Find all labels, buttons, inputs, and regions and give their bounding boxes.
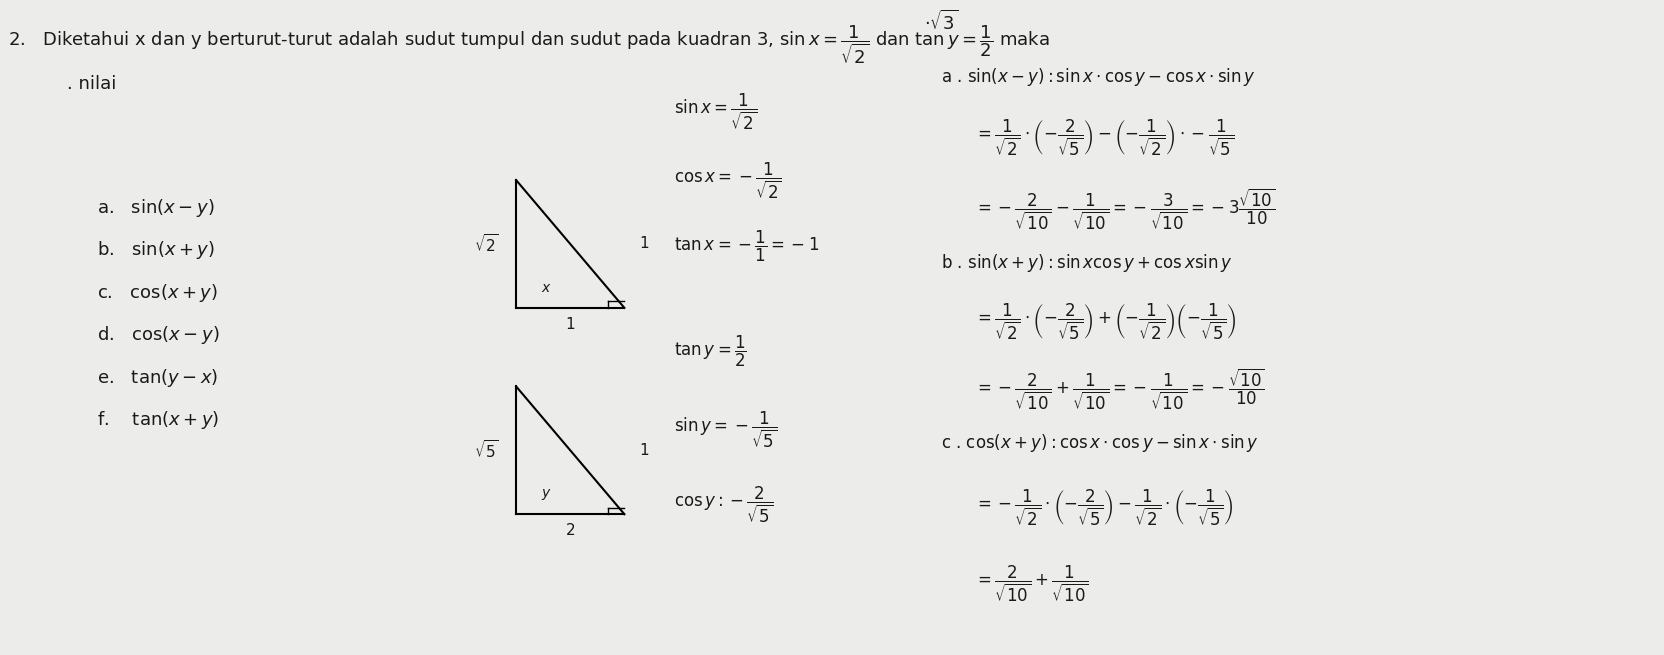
Text: $\tan y = \dfrac{1}{2}$: $\tan y = \dfrac{1}{2}$ <box>674 334 747 369</box>
Text: $y$: $y$ <box>541 487 551 502</box>
Text: $\cos y : - \dfrac{2}{\sqrt{5}}$: $\cos y : - \dfrac{2}{\sqrt{5}}$ <box>674 485 774 525</box>
Text: 2: 2 <box>566 523 574 538</box>
Text: e.   $\tan(y - x)$: e. $\tan(y - x)$ <box>97 367 218 389</box>
Text: . nilai: . nilai <box>67 75 116 93</box>
Text: b.   $\sin(x + y)$: b. $\sin(x + y)$ <box>97 239 215 261</box>
Text: f.    $\tan(x + y)$: f. $\tan(x + y)$ <box>97 409 218 432</box>
Text: $= \dfrac{1}{\sqrt{2}} \cdot \left(-\dfrac{2}{\sqrt{5}}\right) - \left(-\dfrac{1: $= \dfrac{1}{\sqrt{2}} \cdot \left(-\dfr… <box>973 118 1233 159</box>
Text: $= \dfrac{2}{\sqrt{10}} + \dfrac{1}{\sqrt{10}}$: $= \dfrac{2}{\sqrt{10}} + \dfrac{1}{\sqr… <box>973 563 1088 604</box>
Text: a . $\sin(x-y) : \sin x \cdot \cos y - \cos x \cdot \sin y$: a . $\sin(x-y) : \sin x \cdot \cos y - \… <box>940 66 1255 88</box>
Text: $\sin x = \dfrac{1}{\sqrt{2}}$: $\sin x = \dfrac{1}{\sqrt{2}}$ <box>674 92 757 132</box>
Text: $x$: $x$ <box>541 281 551 295</box>
Text: 2.   Diketahui x dan y berturut-turut adalah sudut tumpul dan sudut pada kuadran: 2. Diketahui x dan y berturut-turut adal… <box>8 23 1050 66</box>
Text: $= -\dfrac{1}{\sqrt{2}} \cdot \left(-\dfrac{2}{\sqrt{5}}\right) - \dfrac{1}{\sqr: $= -\dfrac{1}{\sqrt{2}} \cdot \left(-\df… <box>973 488 1233 529</box>
Text: 1: 1 <box>639 236 649 252</box>
Text: c.   $\cos(x + y)$: c. $\cos(x + y)$ <box>97 282 218 304</box>
Text: d.   $\cos(x - y)$: d. $\cos(x - y)$ <box>97 324 220 346</box>
Text: $\tan x = -\dfrac{1}{1} = -1$: $\tan x = -\dfrac{1}{1} = -1$ <box>674 229 819 265</box>
Text: $= -\dfrac{2}{\sqrt{10}} + \dfrac{1}{\sqrt{10}} = -\dfrac{1}{\sqrt{10}} = -\dfra: $= -\dfrac{2}{\sqrt{10}} + \dfrac{1}{\sq… <box>973 367 1265 412</box>
Text: c . $\cos(x+y) : \cos x \cdot \cos y - \sin x \cdot \sin y$: c . $\cos(x+y) : \cos x \cdot \cos y - \… <box>940 432 1258 455</box>
Text: 1: 1 <box>639 443 649 458</box>
Text: b . $\sin(x+y) : \sin x \cos y + \cos x \sin y$: b . $\sin(x+y) : \sin x \cos y + \cos x … <box>940 252 1231 274</box>
Text: $\cdot \sqrt{3}$: $\cdot \sqrt{3}$ <box>924 10 957 34</box>
Text: $\sin y = - \dfrac{1}{\sqrt{5}}$: $\sin y = - \dfrac{1}{\sqrt{5}}$ <box>674 409 777 450</box>
Text: $= -\dfrac{2}{\sqrt{10}} - \dfrac{1}{\sqrt{10}} = -\dfrac{3}{\sqrt{10}} = -3\dfr: $= -\dfrac{2}{\sqrt{10}} - \dfrac{1}{\sq… <box>973 187 1275 232</box>
Text: $\sqrt{2}$: $\sqrt{2}$ <box>474 233 498 255</box>
Text: $= \dfrac{1}{\sqrt{2}} \cdot \left(-\dfrac{2}{\sqrt{5}}\right) + \left(-\dfrac{1: $= \dfrac{1}{\sqrt{2}} \cdot \left(-\dfr… <box>973 301 1236 342</box>
Text: $\cos x = - \dfrac{1}{\sqrt{2}}$: $\cos x = - \dfrac{1}{\sqrt{2}}$ <box>674 160 782 201</box>
Text: $\sqrt{5}$: $\sqrt{5}$ <box>474 440 498 461</box>
Text: a.   $\sin(x - y)$: a. $\sin(x - y)$ <box>97 196 215 219</box>
Text: 1: 1 <box>566 317 574 331</box>
